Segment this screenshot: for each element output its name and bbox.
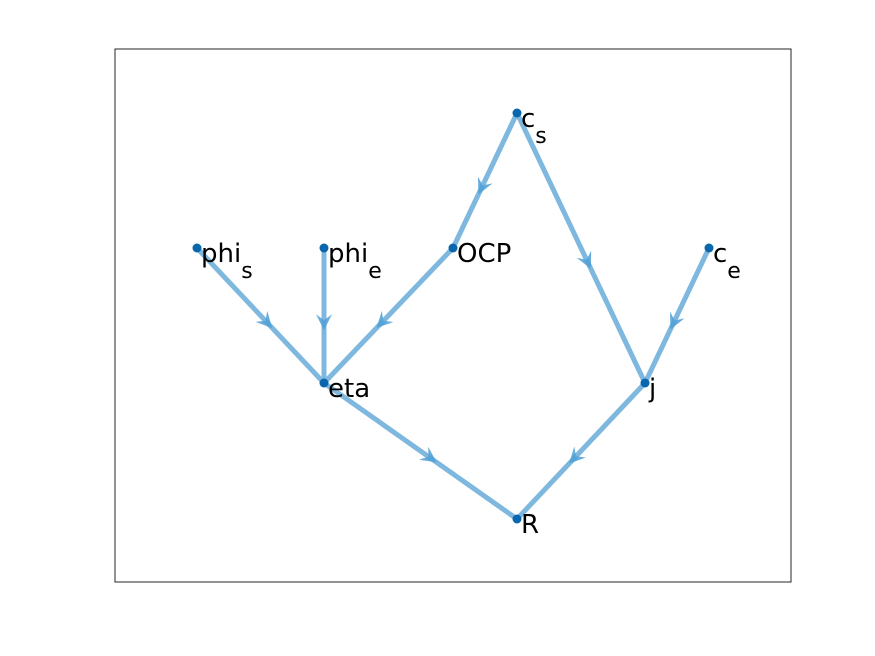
node-R [512, 514, 522, 524]
node-label-c_s: cs [521, 104, 547, 149]
node-label-base: R [521, 510, 539, 540]
edge-OCP-to-eta [321, 245, 456, 386]
edges-layer [194, 110, 712, 522]
node-label-base: OCP [457, 239, 511, 269]
edge-eta-to-R [321, 380, 520, 522]
node-c_e [704, 243, 714, 253]
edge-c_e-to-j [642, 245, 712, 386]
node-label-base: phi [201, 239, 241, 269]
node-eta [319, 378, 329, 388]
node-label-base: c [713, 239, 727, 269]
node-label-base: phi [328, 239, 368, 269]
node-phi_s [192, 243, 202, 253]
arrow-j-to-R [569, 446, 586, 464]
arrow-c_e-to-j [670, 311, 685, 330]
arrow-eta-to-R [419, 446, 437, 463]
edge-j-to-R [514, 380, 648, 522]
node-label-base: c [521, 104, 535, 134]
node-label-eta: eta [328, 374, 370, 404]
node-label-j: j [648, 374, 656, 404]
node-label-base: eta [328, 374, 370, 404]
node-c_s [512, 108, 522, 118]
nodes-layer [192, 108, 714, 524]
node-OCP [448, 243, 458, 253]
node-label-OCP: OCP [457, 239, 511, 269]
node-label-phi_e: phie [328, 239, 382, 284]
node-label-subscript: e [368, 259, 382, 284]
edge-c_s-to-OCP [450, 110, 520, 251]
node-label-base: j [648, 374, 656, 404]
edge-c_s-to-j [514, 110, 648, 386]
node-label-c_e: ce [713, 239, 741, 284]
node-j [640, 378, 650, 388]
arrow-phi_e-to-eta [316, 314, 332, 331]
node-phi_e [319, 243, 329, 253]
edge-phi_s-to-eta [194, 245, 327, 386]
node-label-R: R [521, 510, 539, 540]
node-label-subscript: e [727, 259, 741, 284]
node-label-subscript: s [535, 124, 546, 149]
arrow-OCP-to-eta [376, 310, 394, 328]
arrow-c_s-to-j [576, 250, 592, 269]
node-label-phi_s: phis [201, 239, 253, 284]
plot-frame [114, 48, 792, 583]
arrow-phi_s-to-eta [255, 310, 273, 329]
node-label-subscript: s [241, 259, 252, 284]
arrow-c_s-to-OCP [478, 176, 493, 195]
arrowheads-layer [255, 176, 685, 464]
